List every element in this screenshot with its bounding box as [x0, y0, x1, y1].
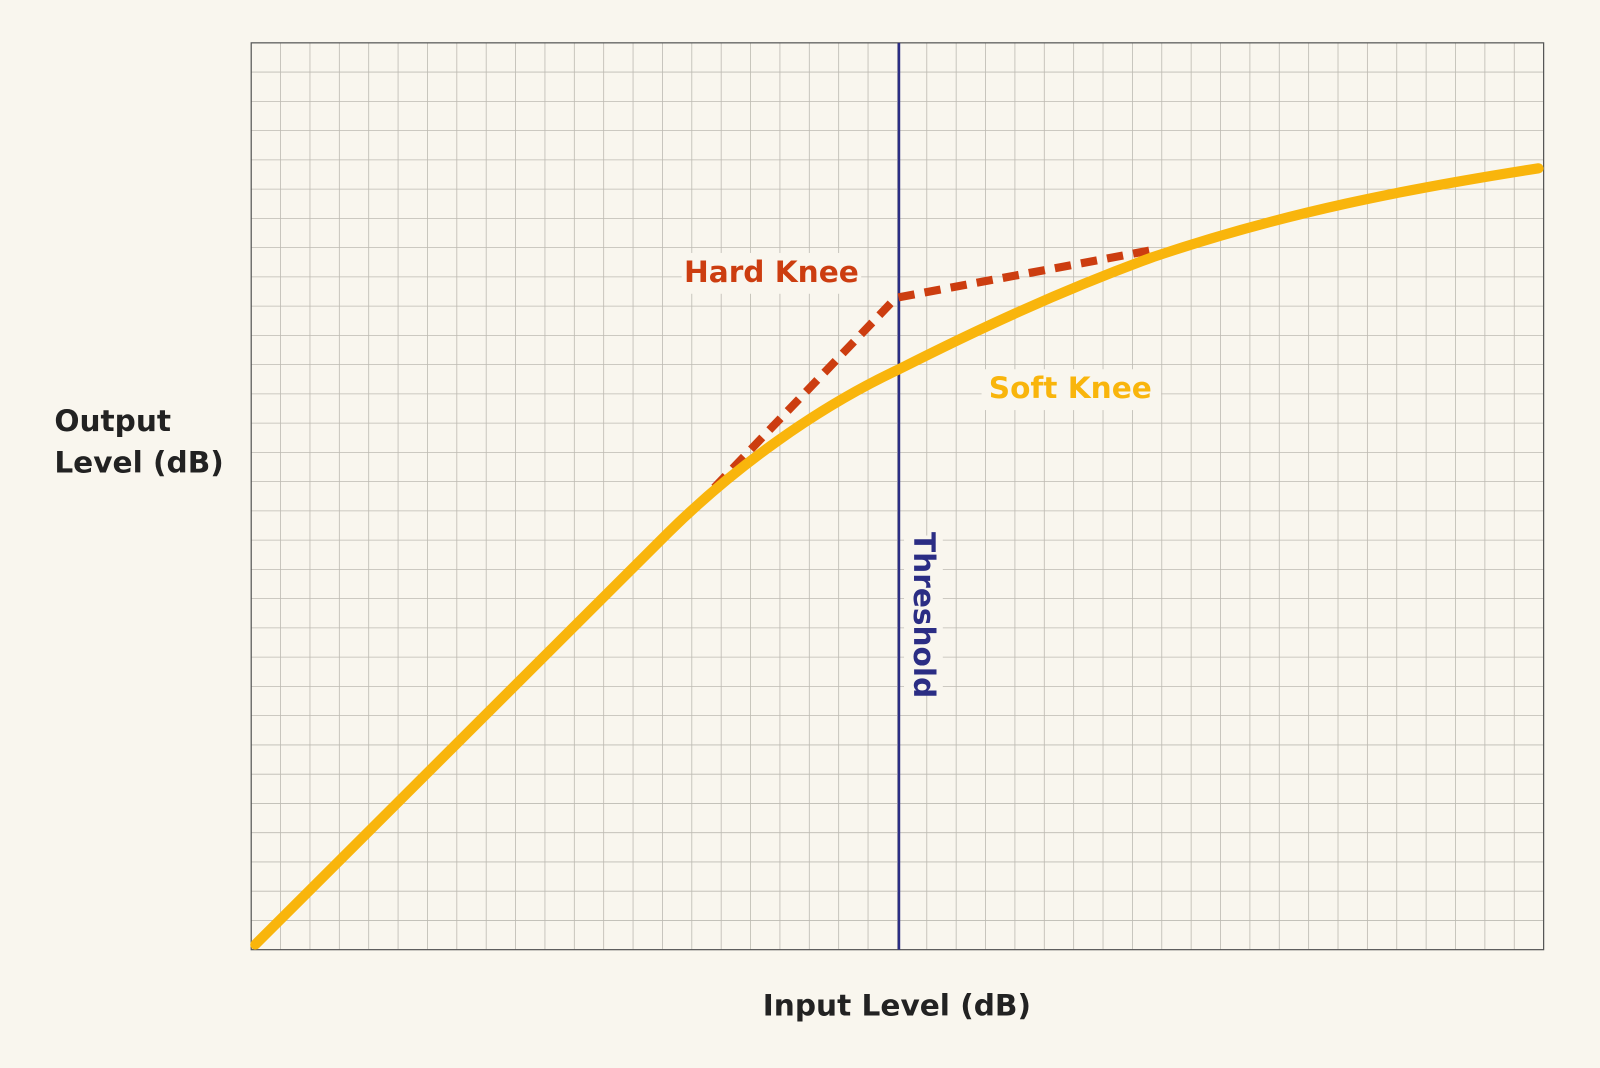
- label-backdrop: [681, 252, 862, 294]
- plot-frame: [250, 42, 1545, 951]
- y-axis-label: Level (dB): [54, 446, 223, 480]
- threshold-label: Threshold: [907, 532, 941, 698]
- label-backdrop: [904, 535, 943, 695]
- soft-knee-label: Soft Knee: [989, 371, 1152, 405]
- grid: [251, 42, 1544, 950]
- label-backdrop: [981, 369, 1162, 411]
- y-axis-label: Output: [54, 404, 171, 438]
- soft-knee-curve: [250, 163, 1544, 950]
- hard-knee-label: Hard Knee: [684, 255, 859, 289]
- hard-knee-curve: [711, 245, 1154, 491]
- x-axis-label: Input Level (dB): [763, 988, 1031, 1022]
